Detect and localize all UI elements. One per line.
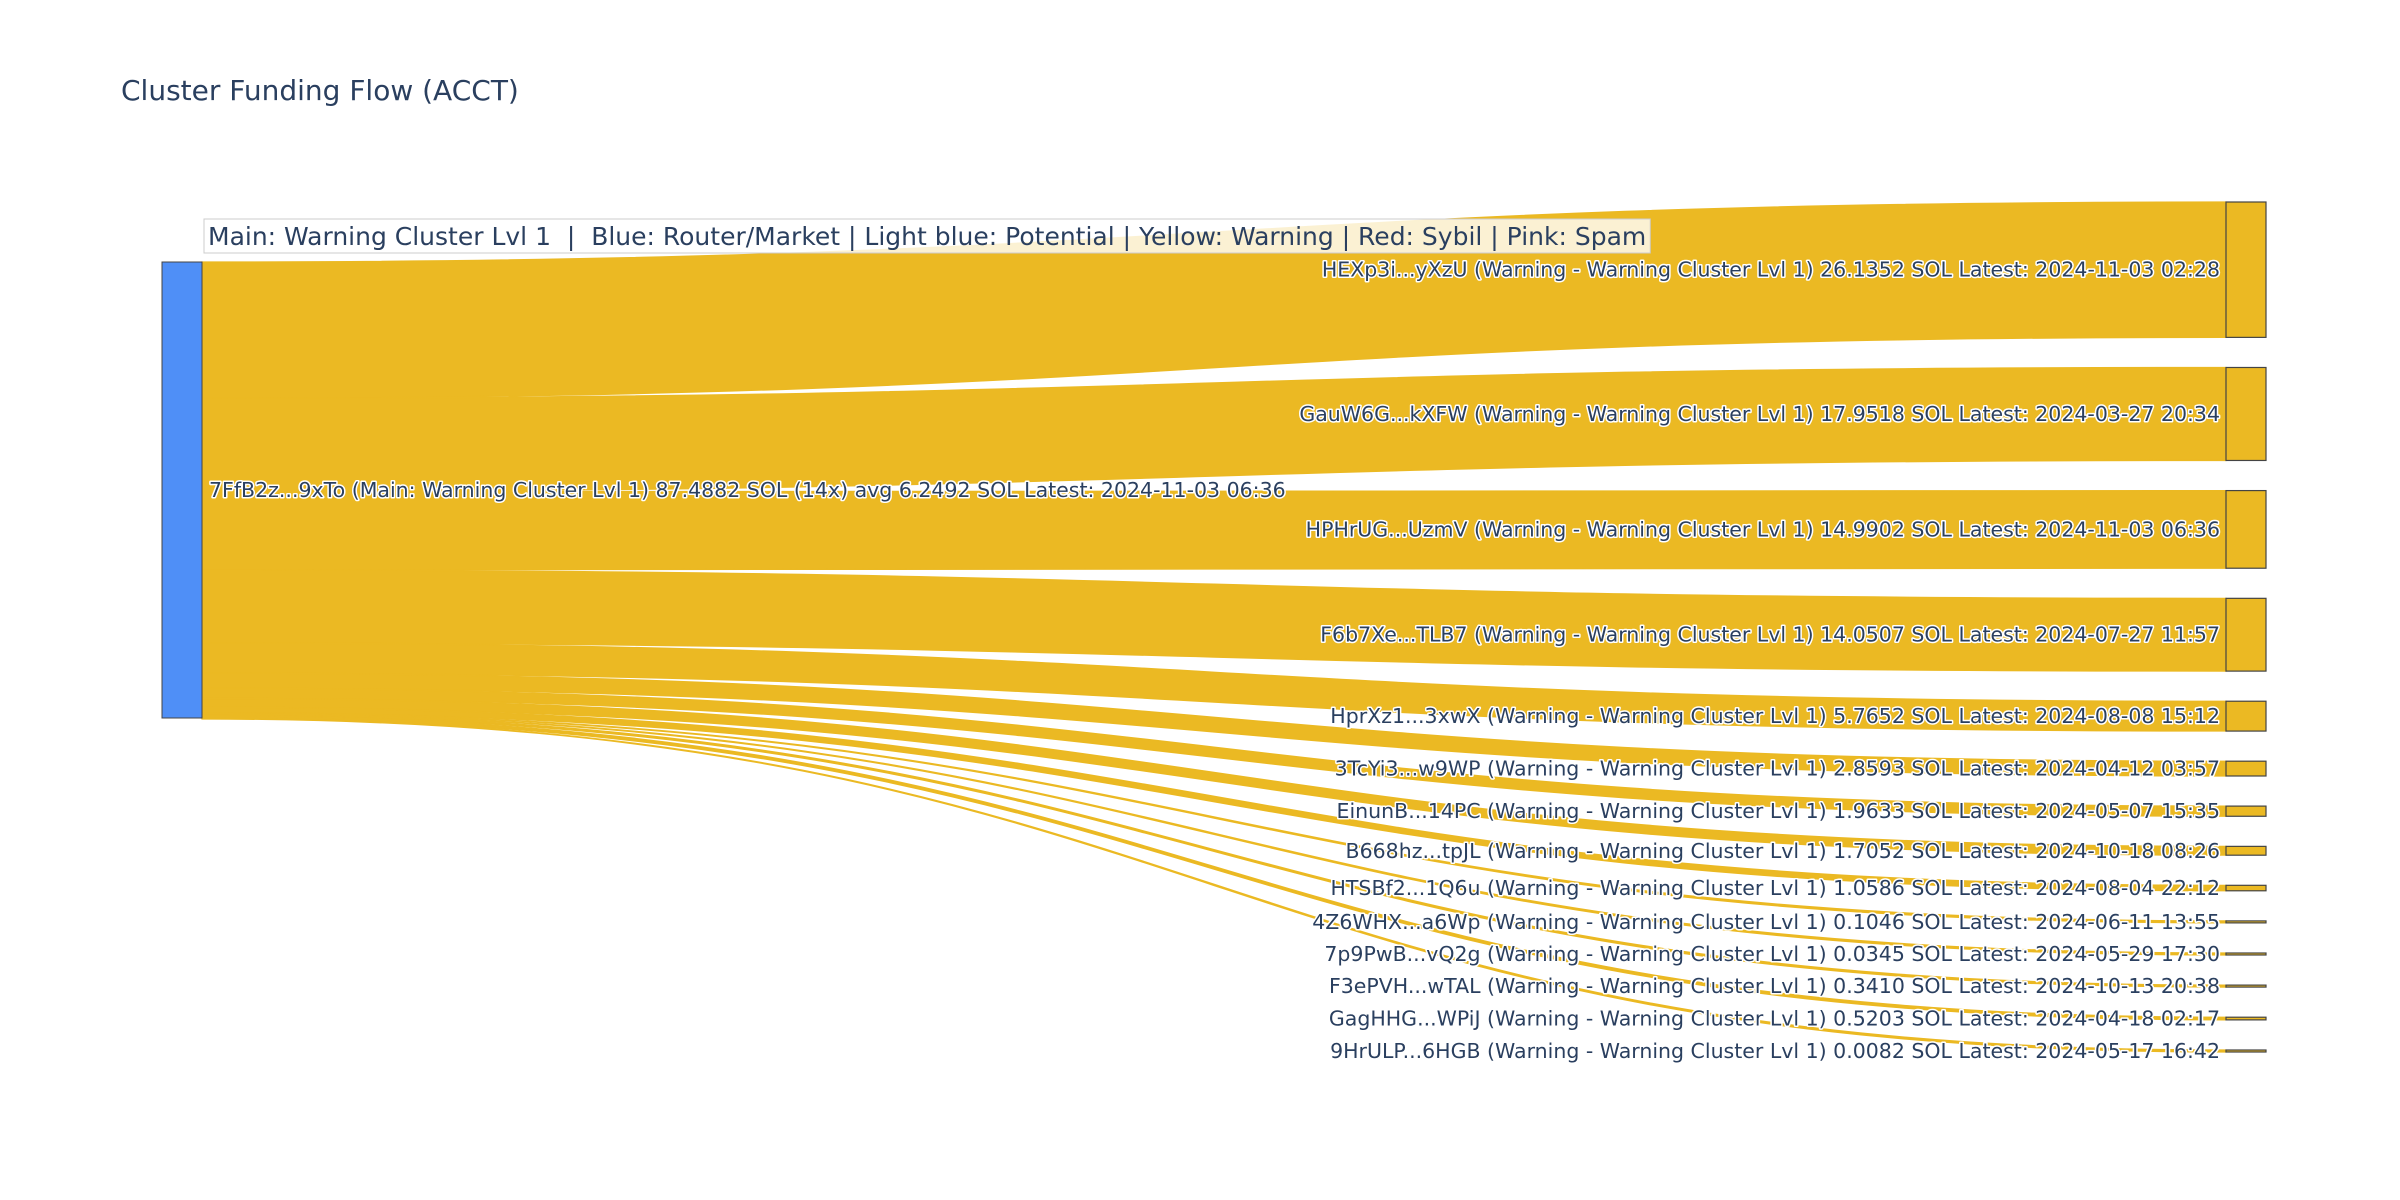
target-node-HTSBf2...1Q6u [2225, 884, 2267, 892]
target-node-HPHrUG...UzmV [2225, 489, 2267, 569]
target-node-label: 9HrULP...6HGB (Warning - Warning Cluster… [1330, 1039, 2220, 1063]
target-node-EinunB...14PC [2225, 805, 2267, 817]
target-node-label: GagHHG...WPiJ (Warning - Warning Cluster… [1329, 1007, 2220, 1031]
target-node-3TcYi3...w9WP [2225, 760, 2267, 777]
target-node-label: F6b7Xe...TLB7 (Warning - Warning Cluster… [1320, 623, 2220, 647]
target-node-label: B668hz...tpJL (Warning - Warning Cluster… [1346, 839, 2220, 863]
target-node-4Z6WHX...a6Wp [2225, 920, 2267, 924]
node-labels: 7FfB2z...9xTo (Main: Warning Cluster Lvl… [208, 256, 2222, 1064]
target-node-label: HprXz1...3xwX (Warning - Warning Cluster… [1330, 704, 2220, 728]
target-node-9HrULP...6HGB [2225, 1049, 2267, 1053]
flow-nodes [161, 201, 2267, 1053]
source-node [161, 261, 203, 719]
source-node-label: 7FfB2z...9xTo (Main: Warning Cluster Lvl… [209, 478, 1286, 502]
legend-box [203, 218, 1651, 254]
target-node-label: 3TcYi3...w9WP (Warning - Warning Cluster… [1335, 757, 2220, 781]
target-node-label: HPHrUG...UzmV (Warning - Warning Cluster… [1306, 517, 2220, 541]
legend-text: Main: Warning Cluster Lvl 1 | Blue: Rout… [208, 222, 1646, 251]
legend: Main: Warning Cluster Lvl 1 | Blue: Rout… [203, 218, 1651, 254]
target-node-label: HTSBf2...1Q6u (Warning - Warning Cluster… [1331, 876, 2221, 900]
target-node-label: HEXp3i...yXzU (Warning - Warning Cluster… [1322, 258, 2220, 282]
target-node-HEXp3i...yXzU [2225, 201, 2267, 338]
target-node-7p9PwB...vQ2g [2225, 952, 2267, 956]
chart-title: Cluster Funding Flow (ACCT) [121, 74, 519, 107]
target-node-B668hz...tpJL [2225, 845, 2267, 856]
target-node-GauW6G...kXFW [2225, 366, 2267, 462]
target-node-HprXz1...3xwX [2225, 700, 2267, 732]
target-node-label: EinunB...14PC (Warning - Warning Cluster… [1337, 799, 2220, 823]
flow-links [201, 201, 2227, 1053]
target-node-F3ePVH...wTAL [2225, 984, 2267, 988]
target-node-label: F3ePVH...wTAL (Warning - Warning Cluster… [1329, 974, 2220, 998]
target-node-GagHHG...WPiJ [2225, 1016, 2267, 1021]
target-node-F6b7Xe...TLB7 [2225, 597, 2267, 672]
target-node-label: 4Z6WHX...a6Wp (Warning - Warning Cluster… [1312, 910, 2220, 934]
target-node-label: 7p9PwB...vQ2g (Warning - Warning Cluster… [1324, 942, 2220, 966]
target-node-label: GauW6G...kXFW (Warning - Warning Cluster… [1299, 402, 2220, 426]
